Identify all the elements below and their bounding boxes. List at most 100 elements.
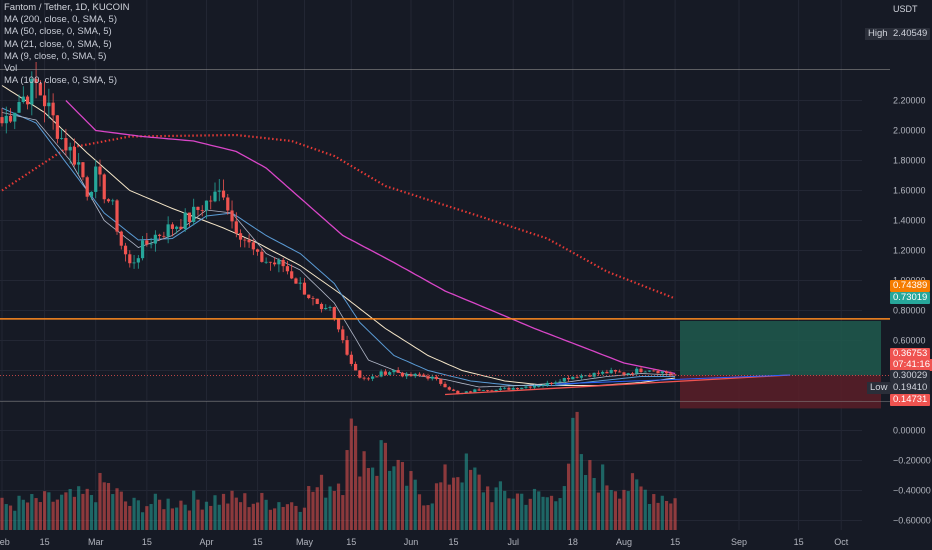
countdown-tag: 07:41:16 (890, 359, 932, 371)
volume-bar (230, 490, 234, 530)
volume-bar (477, 474, 481, 530)
candle-body (281, 260, 285, 267)
volume-bar (264, 499, 268, 530)
volume-bars (0, 411, 677, 530)
volume-bar (626, 491, 630, 530)
volume-bar (94, 502, 98, 530)
indicator-ma200[interactable]: MA (200, close, 0, SMA, 5) (4, 14, 117, 26)
volume-bar (464, 453, 468, 530)
volume-bar (128, 505, 132, 530)
y-tick-label: 1.40000 (893, 216, 926, 226)
candle-body (213, 191, 217, 202)
volume-bar (358, 476, 362, 530)
volume-bar (158, 499, 162, 530)
candle-body (106, 199, 111, 202)
candle-body (477, 389, 481, 391)
candle-body (311, 297, 315, 299)
volume-bar (30, 494, 34, 530)
indicator-ma9[interactable]: MA (9, close, 0, SMA, 5) (4, 50, 107, 62)
volume-bar (307, 486, 311, 530)
price-axis[interactable]: 2.20000 2.00000 1.80000 1.60000 1.40000 1.200… (893, 96, 931, 526)
moving-averages (1, 85, 676, 388)
candle-body (375, 376, 379, 378)
candle-body (664, 371, 669, 374)
candle-body (196, 206, 200, 211)
candle-body (349, 354, 353, 364)
x-tick-label: 15 (40, 537, 50, 547)
candle-body (179, 226, 183, 230)
drawings (0, 69, 890, 402)
volume-bar (319, 474, 324, 530)
volume-bar (64, 492, 68, 530)
volume-bar (545, 497, 549, 530)
volume-bar (47, 492, 51, 530)
volume-bar (281, 506, 285, 530)
candle-body (592, 372, 596, 377)
candle-body (392, 370, 396, 373)
y-tick-label: 2.00000 (893, 126, 926, 136)
candle-body (64, 138, 68, 151)
volume-bar (601, 464, 605, 530)
candle-body (38, 83, 42, 96)
y-tick-label: 0.60000 (893, 336, 926, 346)
candle-body (217, 190, 221, 192)
volume-bar (532, 488, 537, 530)
entry-level-tag: 0.30029 (890, 370, 931, 382)
candle-body (494, 389, 498, 392)
candle-body (111, 200, 115, 202)
indicator-ma100[interactable]: MA (100, close, 0, SMA, 5) (4, 75, 117, 87)
candle-body (660, 371, 664, 374)
orange-level-tag: 0.74389 (890, 280, 931, 292)
indicator-volume[interactable]: Vol (4, 63, 18, 75)
volume-bar (247, 507, 251, 530)
volume-bar (204, 501, 209, 530)
candle-body (609, 369, 613, 374)
candle-body (260, 251, 264, 262)
volume-bar (209, 505, 213, 530)
volume-bar (200, 509, 204, 530)
volume-bar (25, 502, 30, 530)
candle-body (630, 373, 635, 374)
candle-body (507, 387, 511, 390)
target-level-tag: 0.73019 (890, 292, 931, 304)
candle-body (102, 174, 106, 200)
volume-bar (584, 474, 588, 530)
candle-body (537, 385, 541, 387)
volume-bar (669, 503, 673, 530)
x-tick-label: Feb (0, 537, 10, 547)
candle-body (290, 271, 294, 279)
volume-bar (417, 494, 422, 530)
candle-body (613, 369, 618, 372)
candle-body (336, 318, 341, 330)
volume-bar (643, 489, 647, 530)
ma9-line (1, 112, 676, 388)
candle-body (145, 240, 149, 245)
symbol-title[interactable]: Fantom / Tether, 1D, KUCOIN (4, 2, 130, 13)
volume-bar (426, 505, 430, 530)
indicator-ma50[interactable]: MA (50, close, 0, SMA, 5) (4, 26, 112, 38)
candle-body (451, 389, 456, 391)
volume-bar (285, 504, 290, 530)
indicator-ma21[interactable]: MA (21, close, 0, SMA, 5) (4, 38, 112, 50)
candle-body (247, 239, 251, 243)
time-axis[interactable]: Feb 15 Mar 15 Apr 15 May 15 Jun 15 Jul 18 Aug 15 Sep 15… (0, 537, 849, 547)
volume-bar (153, 493, 157, 530)
candle-body (200, 210, 204, 211)
candle-body (498, 388, 503, 390)
indicator-legend: Fantom / Tether, 1D, KUCOIN MA (200, clo… (4, 2, 129, 87)
low-label: Low (867, 382, 891, 394)
volume-bar (243, 493, 247, 530)
volume-bar (51, 501, 55, 530)
candle-body (541, 385, 545, 387)
candle-body (115, 200, 119, 232)
candle-body (285, 266, 290, 272)
candle-body (277, 260, 281, 265)
volume-bar (396, 459, 400, 530)
candle-body (72, 146, 77, 165)
volume-bar (345, 450, 349, 530)
candle-body (298, 282, 302, 284)
candle-body (528, 386, 532, 388)
volume-bar (434, 483, 439, 530)
candle-body (13, 112, 17, 122)
